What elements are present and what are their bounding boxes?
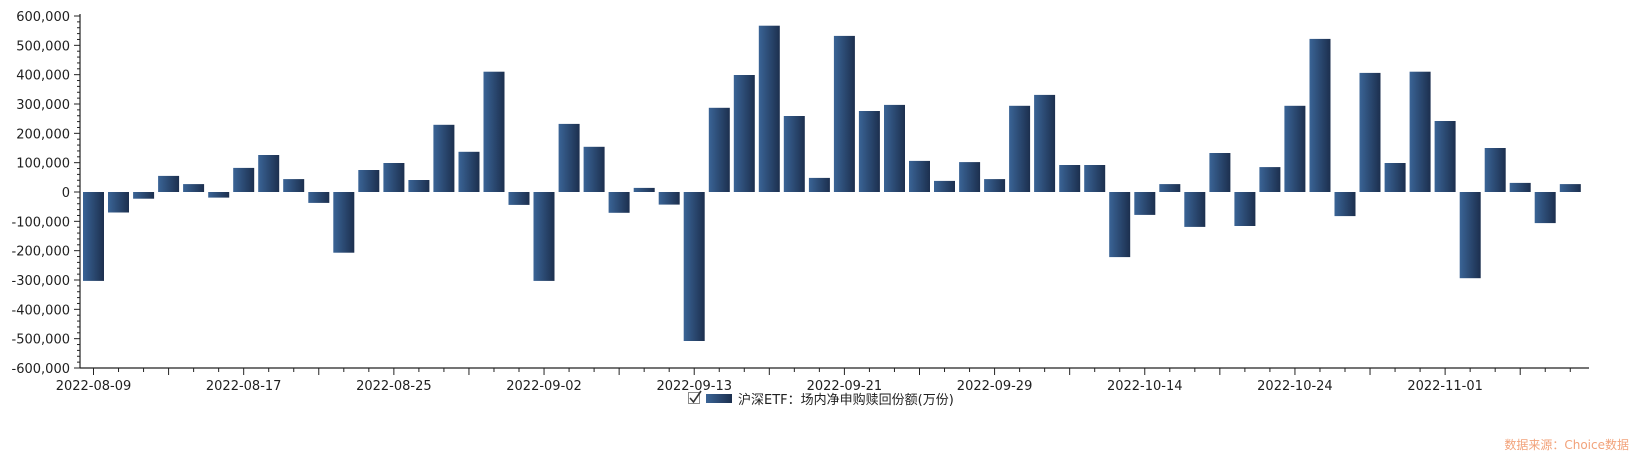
y-tick-label: 200,000	[16, 127, 70, 142]
y-tick-label: 0	[62, 186, 70, 201]
bar[interactable]	[708, 107, 730, 192]
bar[interactable]	[1434, 121, 1456, 192]
x-tick-label: 2022-10-24	[1257, 379, 1333, 394]
y-tick-label: -600,000	[12, 362, 70, 377]
x-tick-label: 2022-09-13	[656, 379, 732, 394]
bar[interactable]	[433, 124, 455, 192]
bar[interactable]	[358, 170, 380, 192]
bar[interactable]	[1159, 184, 1181, 192]
bar[interactable]	[558, 123, 580, 192]
bar[interactable]	[208, 192, 230, 198]
bar[interactable]	[83, 192, 104, 281]
bar[interactable]	[158, 175, 180, 192]
y-tick-label: 600,000	[16, 10, 70, 25]
bar[interactable]	[1284, 105, 1306, 192]
bar[interactable]	[1459, 192, 1481, 279]
checkmark-icon	[689, 390, 702, 404]
bar[interactable]	[333, 192, 355, 253]
legend-swatch	[706, 393, 732, 403]
bar[interactable]	[1234, 192, 1256, 226]
bar[interactable]	[1009, 105, 1031, 192]
y-tick-label: -500,000	[12, 333, 70, 348]
bar[interactable]	[308, 192, 330, 203]
bar[interactable]	[1034, 94, 1056, 192]
bar[interactable]	[1484, 148, 1506, 192]
bar[interactable]	[1084, 165, 1106, 192]
bar[interactable]	[733, 75, 755, 192]
bar[interactable]	[658, 192, 680, 205]
bar[interactable]	[1559, 184, 1581, 192]
bar[interactable]	[108, 192, 129, 213]
y-tick-label: 400,000	[16, 69, 70, 84]
bar[interactable]	[483, 71, 505, 192]
bar[interactable]	[133, 192, 155, 199]
bar[interactable]	[959, 162, 981, 192]
x-tick-label: 2022-08-25	[356, 379, 432, 394]
data-source-note: 数据来源：Choice数据	[1504, 438, 1629, 452]
x-tick-label: 2022-10-14	[1107, 379, 1183, 394]
bar[interactable]	[808, 177, 830, 192]
x-tick-label: 2022-08-09	[56, 379, 132, 394]
bar[interactable]	[1109, 192, 1131, 258]
y-tick-label: 300,000	[16, 98, 70, 113]
y-tick-label: -300,000	[12, 274, 70, 289]
bar[interactable]	[1334, 192, 1356, 217]
bar[interactable]	[1309, 38, 1331, 193]
bars	[83, 25, 1581, 341]
bar[interactable]	[1184, 192, 1206, 227]
y-tick-label: -200,000	[12, 245, 70, 260]
x-axis: 2022-08-09 2022-08-17 2022-08-25 2022-09-02…	[56, 367, 1589, 394]
bar[interactable]	[1384, 163, 1406, 192]
bar[interactable]	[884, 104, 905, 192]
x-tick-label: 2022-09-02	[506, 379, 582, 394]
bar[interactable]	[858, 111, 880, 192]
y-tick-label: 500,000	[16, 39, 70, 54]
bar[interactable]	[1259, 167, 1281, 192]
legend-label: 沪深ETF：场内净申购赎回份额(万份)	[738, 392, 954, 408]
bar[interactable]	[1059, 165, 1081, 192]
bar[interactable]	[533, 192, 555, 281]
bar[interactable]	[233, 167, 255, 192]
legend-checkbox[interactable]	[688, 390, 702, 404]
bar[interactable]	[1359, 72, 1381, 192]
y-axis: 600,000 500,000 400,000 300,000 200,000 100,0…	[12, 10, 81, 377]
bar[interactable]	[783, 116, 805, 192]
bar[interactable]	[758, 25, 780, 193]
bar[interactable]	[1409, 71, 1431, 192]
bar[interactable]	[909, 160, 930, 192]
bar[interactable]	[583, 146, 605, 192]
y-tick-label: -400,000	[12, 303, 70, 318]
x-tick-label: 2022-09-21	[807, 379, 883, 394]
bar[interactable]	[258, 155, 280, 192]
x-tick-label: 2022-11-01	[1407, 379, 1483, 394]
y-tick-label: -100,000	[12, 215, 70, 230]
legend[interactable]: 沪深ETF：场内净申购赎回份额(万份)	[688, 390, 954, 408]
bar[interactable]	[683, 192, 705, 341]
bar[interactable]	[633, 187, 655, 192]
x-tick-label: 2022-08-17	[206, 379, 282, 394]
y-tick-label: 100,000	[16, 157, 70, 172]
bar[interactable]	[1134, 192, 1156, 215]
bar[interactable]	[934, 180, 955, 192]
bar[interactable]	[1509, 182, 1531, 192]
bar[interactable]	[984, 179, 1006, 192]
bar[interactable]	[283, 179, 305, 192]
bar[interactable]	[833, 35, 855, 193]
bar[interactable]	[1209, 153, 1231, 192]
bar[interactable]	[383, 163, 405, 192]
bar[interactable]	[458, 151, 480, 192]
x-tick-label: 2022-09-29	[957, 379, 1033, 394]
bar[interactable]	[408, 180, 430, 192]
bar[interactable]	[183, 184, 205, 192]
bar[interactable]	[508, 192, 530, 205]
bar[interactable]	[1534, 192, 1556, 224]
bar[interactable]	[608, 192, 630, 213]
